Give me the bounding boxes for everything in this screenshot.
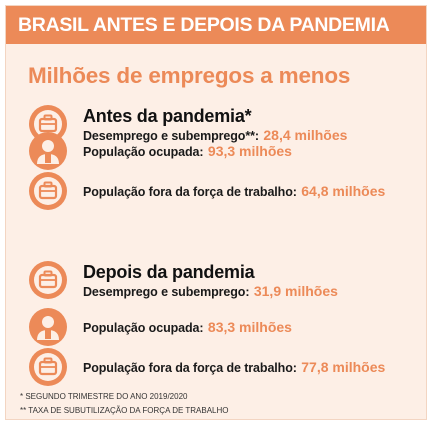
row-label: População fora da força de trabalho:: [83, 185, 297, 199]
before-out-of-workforce-row: População fora da força de trabalho: 64,…: [22, 171, 422, 219]
before-employed-row: População ocupada: 93,3 milhões: [22, 131, 422, 179]
worker-icon: [29, 308, 67, 346]
after-employed-row: População ocupada: 83,3 milhões: [22, 307, 422, 355]
worker-icon: [29, 132, 67, 170]
briefcase-icon: [29, 105, 67, 143]
row-value: 83,3 milhões: [207, 319, 292, 335]
row-label: População fora da força de trabalho:: [83, 361, 297, 375]
row-value: 31,9 milhões: [253, 283, 338, 299]
row-label: População ocupada:: [83, 321, 204, 335]
row-value: 28,4 milhões: [263, 127, 348, 143]
before-unemployment-row: Antes da pandemia* Desemprego e subempre…: [22, 104, 422, 152]
banner-title: BRASIL ANTES E DEPOIS DA PANDEMIA: [6, 6, 426, 44]
row-value: 77,8 milhões: [301, 359, 386, 375]
footnote: * SEGUNDO TRIMESTRE DO ANO 2019/2020: [20, 392, 188, 401]
row-label: Desemprego e subemprego**:: [83, 129, 259, 143]
infographic-card: BRASIL ANTES E DEPOIS DA PANDEMIA Milhõe…: [5, 5, 427, 420]
after-out-of-workforce-row: População fora da força de trabalho: 77,…: [22, 347, 422, 395]
row-value: 93,3 milhões: [207, 143, 292, 159]
headline: Milhões de empregos a menos: [28, 63, 351, 88]
briefcase-icon: [29, 172, 67, 210]
row-value: 64,8 milhões: [301, 183, 386, 199]
row-label: População ocupada:: [83, 145, 204, 159]
after-unemployment-row: Depois da pandemia Desemprego e subempre…: [22, 260, 422, 308]
row-label: Desemprego e subemprego:: [83, 285, 250, 299]
after-section-title: Depois da pandemia: [83, 262, 255, 282]
footnote: ** TAXA DE SUBUTILIZAÇÃO DA FORÇA DE TRA…: [20, 406, 229, 415]
briefcase-icon: [29, 348, 67, 386]
before-section-title: Antes da pandemia*: [83, 106, 252, 126]
briefcase-icon: [29, 261, 67, 299]
